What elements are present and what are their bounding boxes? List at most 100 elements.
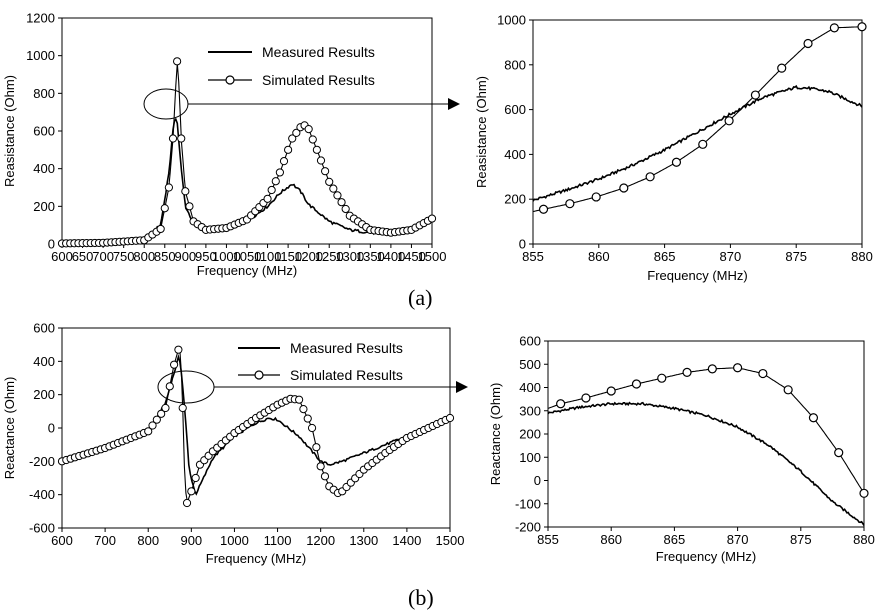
simulated-marker xyxy=(829,23,839,33)
simulated-marker xyxy=(160,204,169,213)
x-tick-label: 1350 xyxy=(356,249,385,264)
simulated-marker xyxy=(834,448,844,458)
simulated-marker xyxy=(181,187,190,196)
simulated-series-line xyxy=(532,26,863,213)
y-tick-label: -400 xyxy=(29,487,55,502)
x-tick-label: 860 xyxy=(588,249,610,264)
simulated-marker xyxy=(777,63,787,73)
x-tick-label: 1000 xyxy=(212,249,241,264)
simulated-marker xyxy=(157,409,166,418)
simulated-marker xyxy=(303,414,312,423)
simulated-marker xyxy=(178,403,187,413)
simulated-marker xyxy=(333,191,342,200)
x-tick-label: 1100 xyxy=(264,533,292,548)
simulated-marker xyxy=(591,192,601,202)
simulated-marker xyxy=(619,183,629,193)
simulated-marker xyxy=(299,405,308,414)
y-tick-label: -600 xyxy=(29,521,55,536)
x-axis-label: Frequency (MHz) xyxy=(656,549,756,564)
x-tick-label: 875 xyxy=(785,249,807,264)
zoom-callout-b xyxy=(157,370,468,404)
simulated-marker xyxy=(698,139,708,149)
simulated-marker xyxy=(185,202,194,211)
x-tick-label: 855 xyxy=(522,249,544,264)
x-tick-label: 860 xyxy=(600,532,622,547)
zoom-arrowhead-a xyxy=(448,98,460,110)
simulated-marker xyxy=(316,156,326,165)
simulated-marker xyxy=(263,194,272,203)
x-tick-label: 650 xyxy=(72,249,94,264)
simulated-marker xyxy=(337,198,346,207)
simulated-marker xyxy=(859,488,869,498)
simulated-marker xyxy=(682,367,692,377)
x-tick-label: 875 xyxy=(790,532,812,547)
simulated-marker xyxy=(631,379,642,389)
simulated-marker xyxy=(169,360,179,369)
y-tick-label: 200 xyxy=(33,199,55,214)
simulated-marker xyxy=(329,184,338,193)
simulated-marker xyxy=(556,399,566,409)
simulated-marker xyxy=(445,413,455,423)
simulated-marker xyxy=(307,423,317,433)
simulated-marker xyxy=(312,443,321,452)
y-tick-label: 0 xyxy=(48,421,55,436)
simulated-marker xyxy=(341,204,350,214)
x-tick-label: 880 xyxy=(851,249,873,264)
chart-a-left: 6006507007508008509009501000105011001150… xyxy=(2,11,446,279)
simulated-marker xyxy=(177,134,186,143)
simulated-marker xyxy=(707,364,717,374)
x-tick-label: 855 xyxy=(537,532,559,547)
simulated-marker xyxy=(312,145,321,154)
simulated-marker xyxy=(174,345,183,354)
y-tick-label: 1000 xyxy=(497,13,526,28)
x-tick-label: 1300 xyxy=(335,249,364,264)
y-axis-label: Reactance (Ohm) xyxy=(488,383,503,486)
simulated-marker xyxy=(657,373,667,383)
simulated-marker xyxy=(808,413,819,423)
simulated-marker xyxy=(645,172,655,182)
simulated-marker xyxy=(164,183,173,192)
simulated-marker xyxy=(724,116,734,126)
y-tick-label: -100 xyxy=(515,496,541,511)
simulated-marker xyxy=(308,135,317,144)
simulated-marker xyxy=(267,185,276,195)
plot-frame xyxy=(61,327,451,529)
caption-a: (a) xyxy=(408,285,432,310)
y-tick-label: 200 xyxy=(519,427,541,442)
x-tick-label: 1150 xyxy=(274,249,302,264)
y-tick-label: 200 xyxy=(33,387,55,402)
x-tick-label: 800 xyxy=(137,533,159,548)
y-tick-label: 300 xyxy=(519,403,541,418)
x-tick-label: 600 xyxy=(51,249,73,264)
legend-a-measured-label: Measured Results xyxy=(262,44,375,60)
simulated-marker xyxy=(758,368,768,379)
x-tick-label: 600 xyxy=(51,533,73,548)
x-tick-label: 950 xyxy=(195,249,217,264)
y-tick-label: 800 xyxy=(504,57,526,72)
simulated-marker xyxy=(182,498,192,508)
x-tick-label: 1400 xyxy=(392,533,421,548)
y-tick-label: 800 xyxy=(33,86,55,101)
x-tick-label: 700 xyxy=(94,533,116,548)
y-tick-label: 0 xyxy=(519,237,526,252)
simulated-marker xyxy=(783,385,793,395)
simulated-marker xyxy=(565,199,575,209)
simulated-marker xyxy=(803,38,813,49)
x-tick-label: 1200 xyxy=(294,249,323,264)
x-tick-label: 900 xyxy=(180,533,202,548)
simulated-marker xyxy=(325,177,334,186)
legend-b-measured-label: Measured Results xyxy=(290,340,403,356)
x-axis-label: Frequency (MHz) xyxy=(206,551,306,566)
simulated-marker xyxy=(173,57,182,66)
y-tick-label: 600 xyxy=(33,321,55,336)
x-tick-label: 1300 xyxy=(349,533,378,548)
y-axis-label: Reasistance (Ohm) xyxy=(2,75,17,187)
zoom-ellipse-a xyxy=(143,88,189,120)
x-tick-label: 1500 xyxy=(418,249,447,264)
simulated-marker xyxy=(321,167,330,176)
y-tick-label: 0 xyxy=(48,237,55,252)
y-tick-label: 100 xyxy=(519,450,541,465)
caption-b: (b) xyxy=(408,585,434,610)
y-axis-label: Reasistance (Ohm) xyxy=(474,76,489,188)
